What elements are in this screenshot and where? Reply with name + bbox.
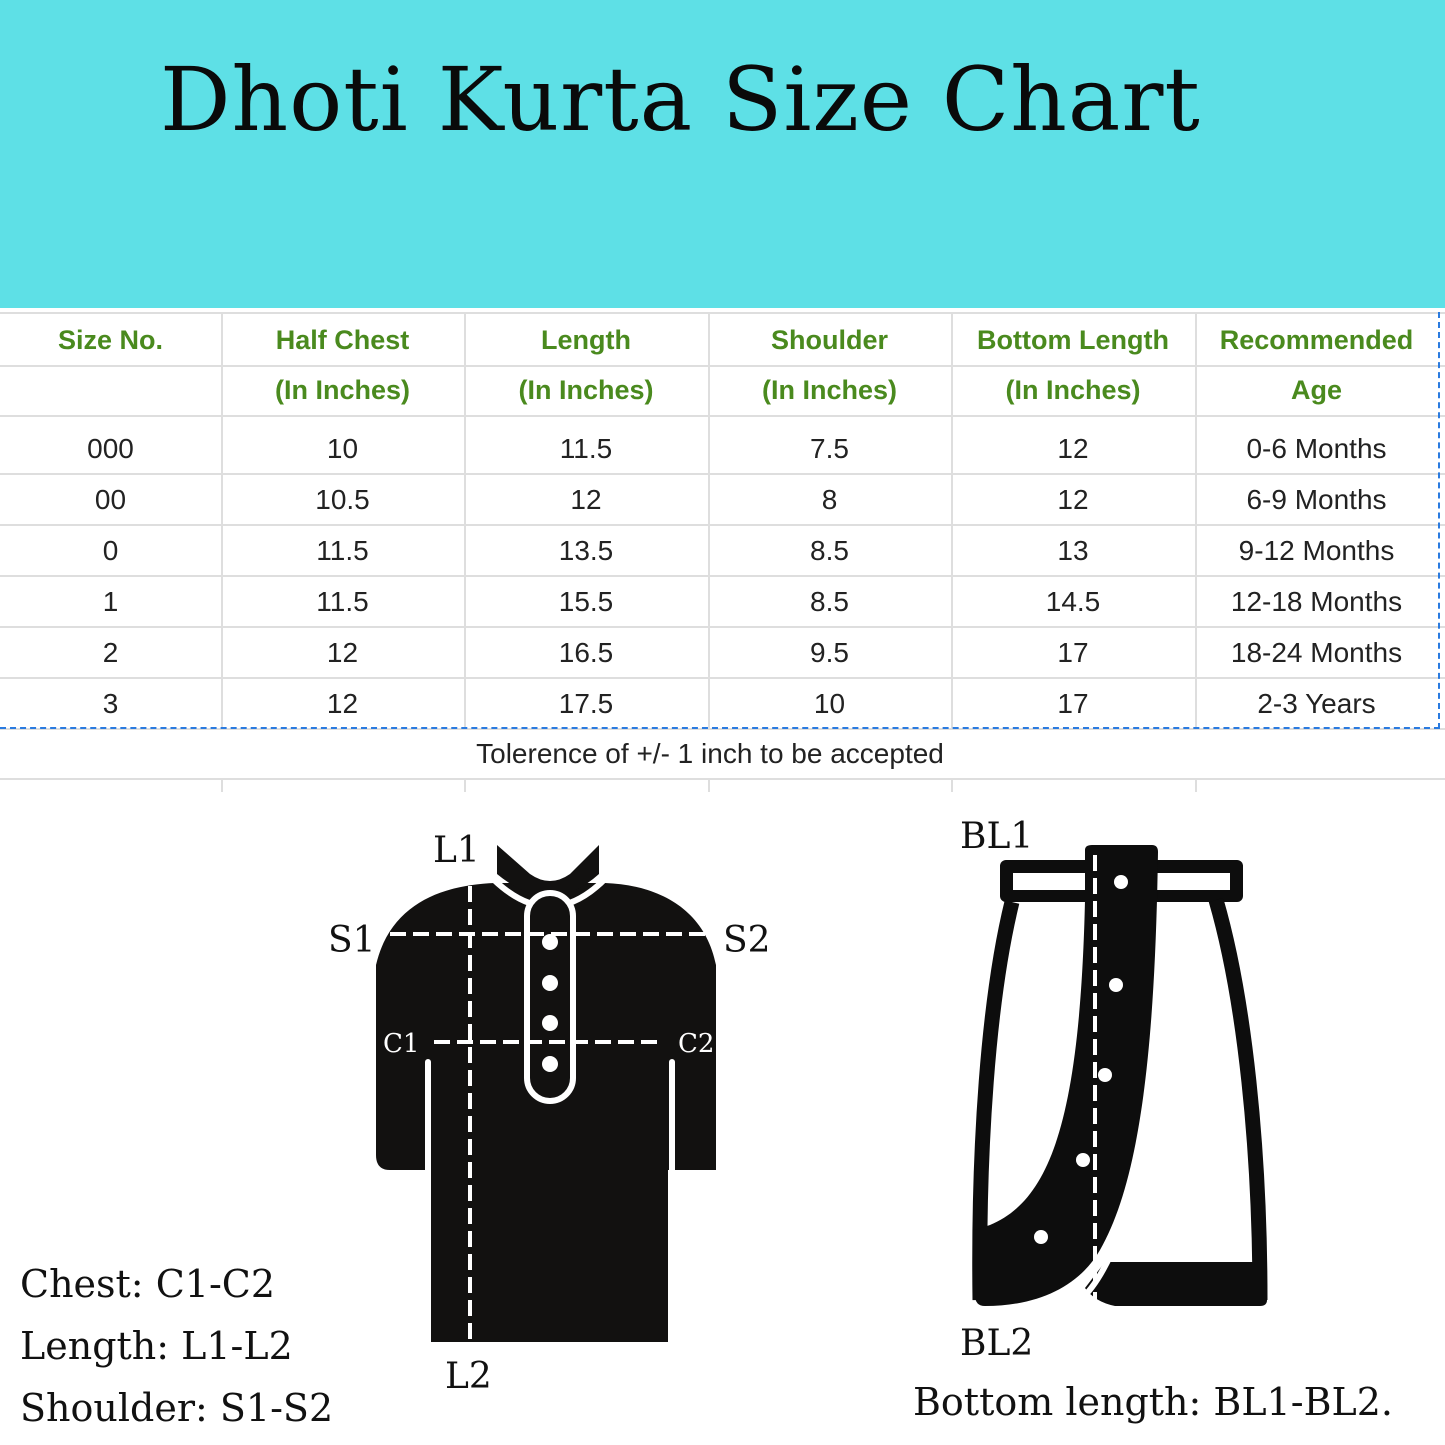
table-cell: 17 xyxy=(1057,636,1089,668)
grid-line xyxy=(0,312,1445,314)
table-cell: 12 xyxy=(1057,432,1089,464)
grid-line xyxy=(0,778,1445,780)
table-cell: 18-24 Months xyxy=(1230,636,1403,668)
kurta-placket xyxy=(524,890,576,1104)
table-cell: 12 xyxy=(326,687,359,719)
column-header: Shoulder xyxy=(770,324,888,355)
page-title: Dhoti Kurta Size Chart xyxy=(160,48,1201,151)
table-cell: 7.5 xyxy=(810,432,849,464)
grid-line xyxy=(708,312,710,728)
table-cell: 3 xyxy=(102,687,119,719)
table-cell: 13 xyxy=(1057,534,1089,566)
column-header-unit: (In Inches) xyxy=(761,374,897,405)
table-cell: 17 xyxy=(1057,687,1089,719)
grid-line xyxy=(221,778,223,792)
table-cell: 12 xyxy=(1057,483,1089,515)
table-cell: 9-12 Months xyxy=(1238,534,1395,566)
grid-line xyxy=(0,415,1445,417)
table-cell: 9.5 xyxy=(810,636,849,668)
table-cell: 15.5 xyxy=(558,585,614,617)
table-cell: 12 xyxy=(570,483,602,515)
label-c2: C2 xyxy=(678,1029,714,1059)
kurta-illustration: L1 S1 S2 C1 C2 L2 xyxy=(328,830,771,1397)
table-cell: 000 xyxy=(87,432,134,464)
label-l2: L2 xyxy=(445,1356,492,1397)
table-cell: 8.5 xyxy=(810,585,849,617)
table-cell: 10 xyxy=(813,687,846,719)
legend-shoulder: Shoulder: S1-S2 xyxy=(20,1386,334,1430)
grid-line xyxy=(951,312,953,728)
grid-line xyxy=(0,677,1445,679)
legend-length: Length: L1-L2 xyxy=(20,1324,293,1368)
tolerance-note: Tolerence of +/- 1 inch to be accepted xyxy=(476,738,944,769)
label-c1: C1 xyxy=(383,1029,419,1059)
legend-chest: Chest: C1-C2 xyxy=(20,1262,276,1306)
column-header-unit: Age xyxy=(1290,374,1342,405)
grid-line xyxy=(464,312,466,728)
column-header: Recommended xyxy=(1219,324,1414,355)
label-bl1: BL1 xyxy=(960,816,1033,857)
label-bl2: BL2 xyxy=(960,1323,1033,1364)
grid-line xyxy=(0,575,1445,577)
label-l1: L1 xyxy=(433,830,480,871)
table-cell: 10 xyxy=(326,432,359,464)
table-cell: 00 xyxy=(94,483,127,515)
column-header: Size No. xyxy=(57,324,164,355)
table-cell: 11.5 xyxy=(316,585,369,617)
legend-bottom-length: Bottom length: BL1-BL2. xyxy=(913,1380,1393,1424)
table-cell: 8 xyxy=(821,483,838,515)
grid-line xyxy=(0,365,1445,367)
column-header-unit: (In Inches) xyxy=(518,374,654,405)
table-cell: 6-9 Months xyxy=(1246,483,1387,515)
table-cell: 0 xyxy=(102,534,119,566)
table-cell: 2-3 Years xyxy=(1257,687,1376,719)
column-header: Length xyxy=(541,324,631,355)
table-cell: 10.5 xyxy=(315,483,370,515)
label-s1: S1 xyxy=(328,920,376,961)
column-header: Half Chest xyxy=(275,324,410,355)
table-cell: 1 xyxy=(102,585,119,617)
grid-line xyxy=(0,728,1445,730)
table-cell: 8.5 xyxy=(810,534,849,566)
table-cell: 11.5 xyxy=(316,534,369,566)
dhoti-drape xyxy=(975,845,1158,1306)
table-cell: 12-18 Months xyxy=(1230,585,1403,617)
table-cell: 13.5 xyxy=(558,534,614,566)
table-cell: 2 xyxy=(102,636,119,668)
column-header-unit: (In Inches) xyxy=(1005,374,1141,405)
selection-border xyxy=(0,312,1440,729)
table-cell: 16.5 xyxy=(558,636,614,668)
table-cell: 11.5 xyxy=(559,432,613,464)
grid-line xyxy=(221,312,223,728)
grid-line xyxy=(708,778,710,792)
table-cell: 12 xyxy=(326,636,359,668)
column-header: Bottom Length xyxy=(977,324,1169,355)
grid-line xyxy=(951,778,953,792)
size-table: Size No. Half Chest (In Inches) Length (In I… xyxy=(0,312,1445,792)
column-header-unit: (In Inches) xyxy=(274,374,410,405)
table-cell: 17.5 xyxy=(558,687,614,719)
dhoti-illustration: BL1 BL2 xyxy=(960,816,1268,1364)
grid-line xyxy=(0,473,1445,475)
table-cell: 14.5 xyxy=(1045,585,1101,617)
grid-line xyxy=(0,626,1445,628)
grid-line xyxy=(464,778,466,792)
header-band xyxy=(0,0,1445,308)
grid-line xyxy=(1195,778,1197,792)
table-cell: 0-6 Months xyxy=(1246,432,1387,464)
kurta-collar xyxy=(497,845,599,896)
grid-line xyxy=(1195,312,1197,728)
grid-line xyxy=(0,524,1445,526)
label-s2: S2 xyxy=(723,920,771,961)
kurta-body xyxy=(376,883,716,1342)
